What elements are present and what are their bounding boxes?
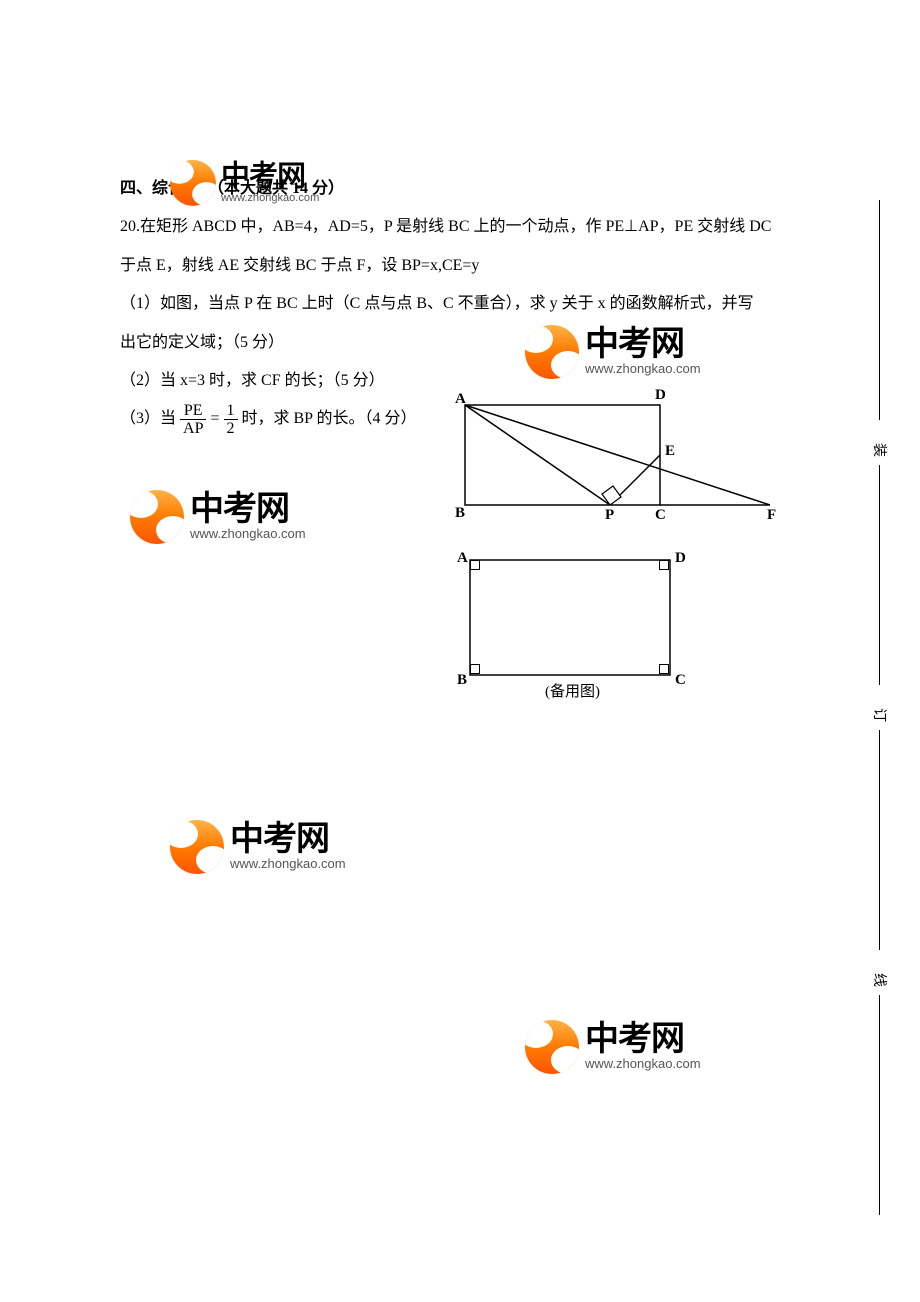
margin-char: 装: [870, 443, 890, 457]
line-4: 出它的定义域；（5 分）: [120, 324, 820, 362]
logo-icon: [525, 1020, 579, 1074]
fraction-1-2: 1 2: [224, 402, 238, 438]
diagram-main: A D B C P E F: [455, 395, 785, 525]
diagram-backup: A D B C (备用图): [455, 550, 705, 710]
line-6a: （3）当: [120, 410, 176, 427]
margin-char: 订: [870, 708, 890, 722]
line-3: （1）如图，当点 P 在 BC 上时（C 点与点 B、C 不重合），求 y 关于…: [120, 285, 820, 323]
diagram-svg: [455, 395, 785, 525]
logo-icon: [170, 160, 216, 206]
line-6b: 时，求 BP 的长。（4 分）: [242, 410, 417, 427]
logo-icon: [525, 325, 579, 379]
margin-line: [879, 200, 880, 420]
margin-line: [879, 995, 880, 1215]
margin-char: 线: [870, 973, 890, 987]
watermark-logo: 中考网 www.zhongkao.com: [525, 1020, 701, 1074]
margin-line: [879, 465, 880, 685]
backup-caption: (备用图): [545, 680, 600, 701]
watermark-logo: 中考网 www.zhongkao.com: [170, 160, 319, 206]
watermark-logo: 中考网 www.zhongkao.com: [130, 490, 306, 544]
logo-icon: [170, 820, 224, 874]
margin-line: [879, 730, 880, 950]
logo-icon: [130, 490, 184, 544]
fraction-pe-ap: PE AP: [180, 402, 206, 438]
watermark-logo: 中考网 www.zhongkao.com: [525, 325, 701, 379]
watermark-logo: 中考网 www.zhongkao.com: [170, 820, 346, 874]
line-1: 20.在矩形 ABCD 中，AB=4，AD=5，P 是射线 BC 上的一个动点，…: [120, 208, 820, 246]
line-2: 于点 E，射线 AE 交射线 BC 于点 F，设 BP=x,CE=y: [120, 247, 820, 285]
